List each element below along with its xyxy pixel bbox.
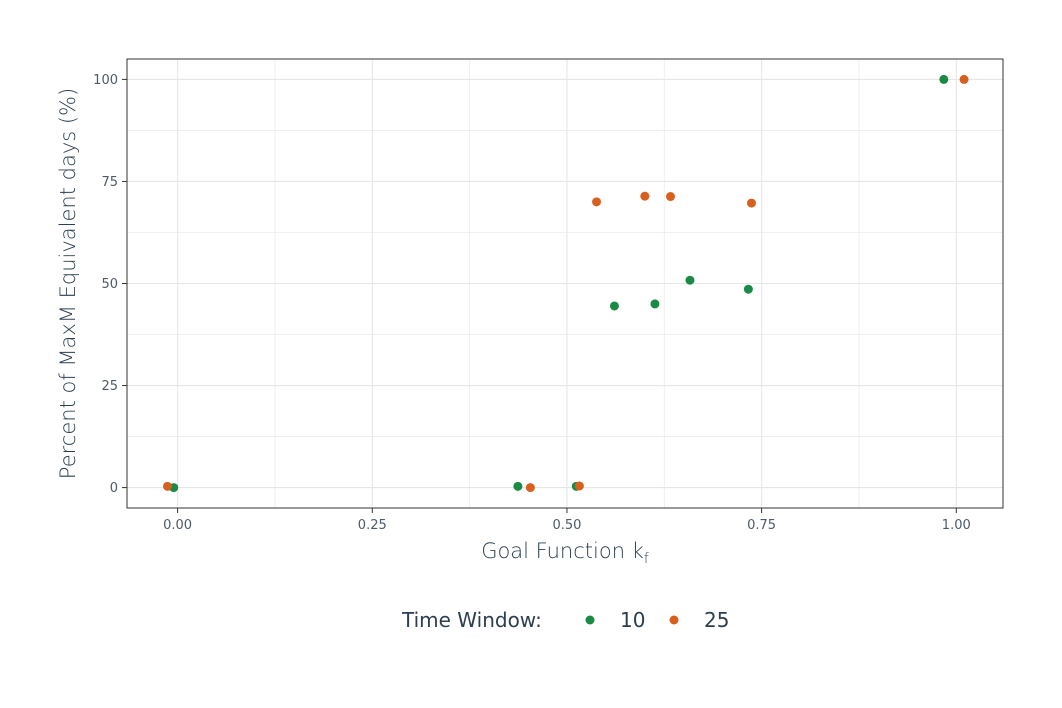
axis-ticks: 0.00 0.25 0.50 0.75 1.00 0 25 50 75 100: [93, 73, 971, 533]
data-point-series-10: [939, 74, 949, 84]
x-tick-label: 0.25: [358, 518, 387, 533]
legend-label-10: 10: [620, 608, 645, 632]
legend-key-10: [585, 615, 595, 625]
y-tick-label: 100: [93, 73, 118, 88]
y-tick-label: 0: [110, 481, 118, 496]
data-point-series-25: [162, 481, 172, 491]
data-point-series-10: [743, 284, 753, 294]
legend-title: Time Window:: [401, 608, 542, 632]
data-point-series-25: [746, 198, 756, 208]
grid-lines: [127, 59, 1003, 508]
y-tick-label: 50: [101, 277, 118, 292]
data-point-series-10: [609, 301, 619, 311]
legend: Time Window: 10 25: [401, 608, 729, 632]
data-point-series-25: [640, 191, 650, 201]
y-tick-label: 75: [101, 175, 118, 190]
legend-key-25: [669, 615, 679, 625]
data-point-series-10: [513, 481, 523, 491]
plot-border: [126, 58, 1004, 509]
x-tick-label: 0.75: [747, 518, 776, 533]
data-point-series-25: [959, 74, 969, 84]
data-point-series-25: [666, 192, 676, 202]
data-point-series-25: [574, 481, 584, 491]
data-point-series-10: [650, 299, 660, 309]
data-point-series-25: [592, 197, 602, 207]
legend-label-25: 25: [704, 608, 729, 632]
y-axis-title: Percent of MaxM Equivalent days (%): [56, 88, 80, 479]
x-tick-label: 1.00: [942, 518, 971, 533]
x-axis-title: Goal Function kf: [481, 539, 649, 567]
y-tick-label: 25: [101, 379, 118, 394]
x-tick-label: 0.00: [163, 518, 192, 533]
x-tick-label: 0.50: [552, 518, 581, 533]
data-point-series-25: [525, 483, 535, 493]
data-point-series-10: [685, 275, 695, 285]
data-points: [162, 74, 969, 493]
